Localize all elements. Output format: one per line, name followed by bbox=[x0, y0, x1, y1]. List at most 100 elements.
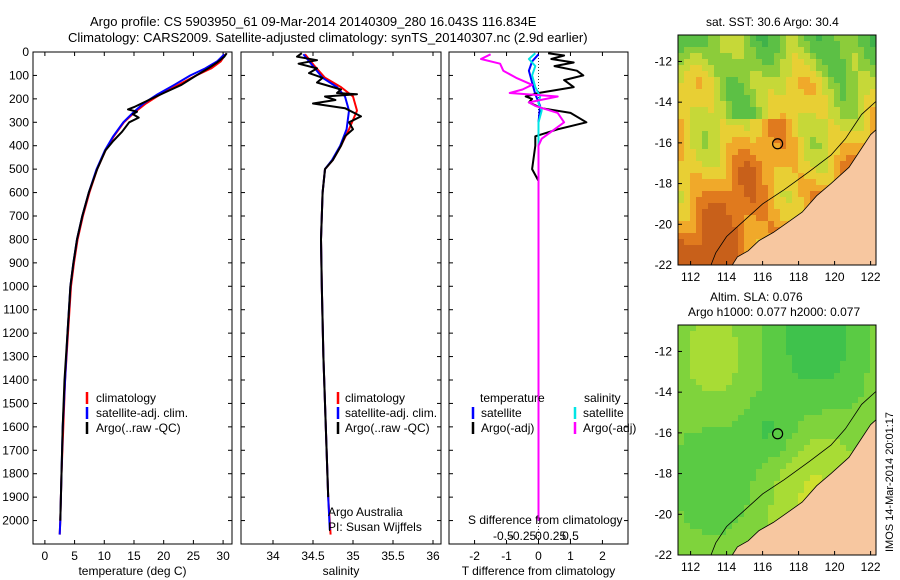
map-pixel bbox=[720, 209, 726, 215]
map-pixel bbox=[696, 451, 702, 457]
map-pixel bbox=[780, 215, 786, 221]
map-pixel bbox=[834, 95, 840, 101]
map-pixel bbox=[858, 373, 864, 379]
map-pixel bbox=[696, 143, 702, 149]
map-pixel bbox=[816, 113, 822, 119]
map-pixel bbox=[798, 185, 804, 191]
map-pixel bbox=[804, 337, 810, 343]
map-pixel bbox=[798, 167, 804, 173]
map-pixel bbox=[756, 331, 762, 337]
x-tick-label: 35.5 bbox=[381, 549, 405, 563]
map-pixel bbox=[762, 421, 768, 427]
map-pixel bbox=[720, 143, 726, 149]
map-pixel bbox=[762, 233, 768, 239]
map-pixel bbox=[738, 397, 744, 403]
x-tick-label: 122 bbox=[861, 270, 881, 284]
map-pixel bbox=[678, 355, 684, 361]
map-pixel bbox=[756, 143, 762, 149]
map-pixel bbox=[720, 185, 726, 191]
map-pixel bbox=[774, 89, 780, 95]
map-pixel bbox=[786, 427, 792, 433]
map-pixel bbox=[744, 41, 750, 47]
map-pixel bbox=[744, 239, 750, 245]
map-pixel bbox=[870, 83, 876, 89]
map-pixel bbox=[678, 71, 684, 77]
map-pixel bbox=[732, 343, 738, 349]
map-pixel bbox=[732, 415, 738, 421]
map-pixel bbox=[738, 209, 744, 215]
map-pixel bbox=[708, 547, 714, 553]
map-pixel bbox=[738, 469, 744, 475]
map-pixel bbox=[678, 203, 684, 209]
map-pixel bbox=[774, 185, 780, 191]
map-pixel bbox=[822, 53, 828, 59]
map-pixel bbox=[774, 403, 780, 409]
map-pixel bbox=[744, 197, 750, 203]
map-pixel bbox=[720, 403, 726, 409]
map-pixel bbox=[720, 463, 726, 469]
salinity-xlabel: salinity bbox=[323, 564, 360, 578]
map-pixel bbox=[810, 421, 816, 427]
map-pixel bbox=[828, 379, 834, 385]
map-pixel bbox=[696, 251, 702, 257]
map-pixel bbox=[720, 263, 726, 265]
map-pixel bbox=[678, 331, 684, 337]
map-pixel bbox=[738, 233, 744, 239]
map-pixel bbox=[744, 403, 750, 409]
map-pixel bbox=[828, 95, 834, 101]
map-pixel bbox=[690, 403, 696, 409]
map-pixel bbox=[804, 397, 810, 403]
map-pixel bbox=[786, 65, 792, 71]
legend-s-satellite-label: satellite bbox=[583, 406, 624, 420]
map-pixel bbox=[684, 251, 690, 257]
map-pixel bbox=[684, 367, 690, 373]
y-tick-label: 100 bbox=[9, 68, 29, 82]
map-pixel bbox=[738, 197, 744, 203]
map-pixel bbox=[690, 517, 696, 523]
map-pixel bbox=[786, 173, 792, 179]
map-pixel bbox=[840, 59, 846, 65]
map-pixel bbox=[738, 373, 744, 379]
map-pixel bbox=[714, 421, 720, 427]
map-pixel bbox=[744, 439, 750, 445]
map-pixel bbox=[750, 505, 756, 511]
map-pixel bbox=[708, 367, 714, 373]
map-pixel bbox=[810, 173, 816, 179]
map-pixel bbox=[756, 349, 762, 355]
map-pixel bbox=[678, 379, 684, 385]
map-pixel bbox=[714, 511, 720, 517]
map-pixel bbox=[822, 161, 828, 167]
map-pixel bbox=[774, 445, 780, 451]
map-pixel bbox=[702, 47, 708, 53]
map-pixel bbox=[798, 137, 804, 143]
map-pixel bbox=[822, 101, 828, 107]
map-pixel bbox=[738, 173, 744, 179]
map-pixel bbox=[798, 95, 804, 101]
map-pixel bbox=[780, 355, 786, 361]
map-pixel bbox=[744, 149, 750, 155]
map-pixel bbox=[816, 415, 822, 421]
map-pixel bbox=[714, 325, 720, 331]
map-pixel bbox=[744, 65, 750, 71]
map-pixel bbox=[834, 89, 840, 95]
map-pixel bbox=[858, 433, 864, 439]
map-pixel bbox=[690, 239, 696, 245]
map-pixel bbox=[738, 511, 744, 517]
map-pixel bbox=[708, 245, 714, 251]
map-pixel bbox=[744, 391, 750, 397]
map-pixel bbox=[696, 95, 702, 101]
map-pixel bbox=[798, 41, 804, 47]
map-pixel bbox=[846, 35, 852, 41]
map-pixel bbox=[738, 149, 744, 155]
map-pixel bbox=[762, 65, 768, 71]
map-pixel bbox=[714, 89, 720, 95]
map-pixel bbox=[750, 185, 756, 191]
map-pixel bbox=[678, 469, 684, 475]
map-pixel bbox=[708, 553, 714, 555]
map-pixel bbox=[684, 331, 690, 337]
map-pixel bbox=[780, 203, 786, 209]
map-pixel bbox=[720, 493, 726, 499]
map-pixel bbox=[732, 445, 738, 451]
map-pixel bbox=[804, 89, 810, 95]
map-pixel bbox=[798, 361, 804, 367]
